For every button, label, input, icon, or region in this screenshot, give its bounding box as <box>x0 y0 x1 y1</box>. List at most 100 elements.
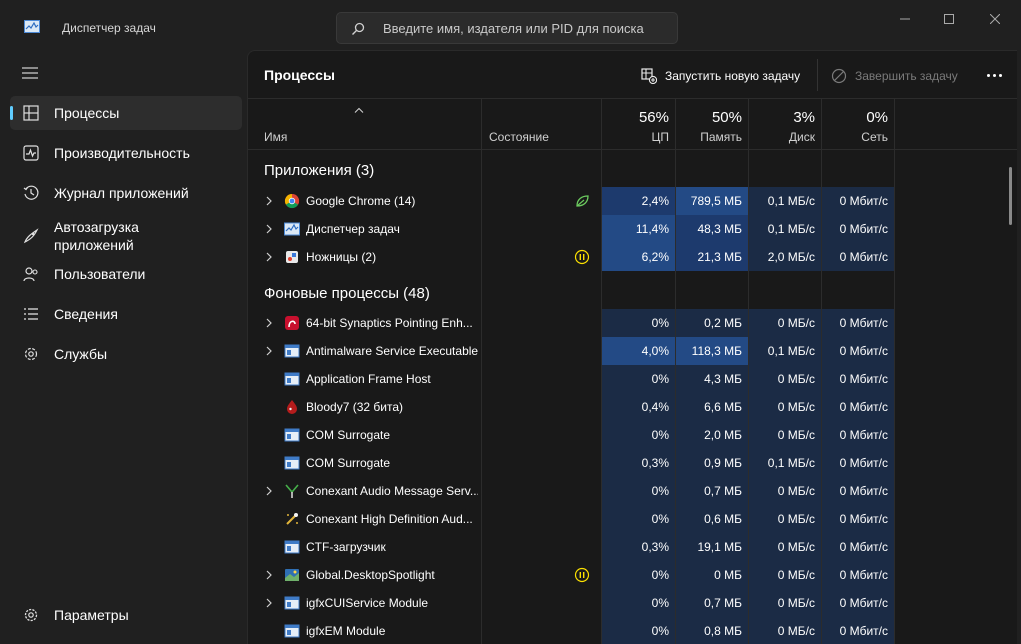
spotlight-icon <box>285 569 299 581</box>
efficiency-mode-icon <box>576 195 589 207</box>
close-icon <box>990 14 1000 24</box>
sidebar-item-processes[interactable]: Процессы <box>10 96 242 130</box>
chevron-right-icon[interactable] <box>265 252 273 262</box>
run-new-task-button[interactable]: Запустить новую задачу <box>641 64 800 88</box>
service-window-icon <box>284 596 300 610</box>
network-value: 0 Мбит/с <box>822 421 894 449</box>
sidebar-item-users[interactable]: Пользователи <box>10 257 242 291</box>
process-name: COM Surrogate <box>306 456 391 470</box>
task-manager-app-icon <box>24 20 40 33</box>
synaptics-icon <box>285 316 299 330</box>
chevron-right-icon[interactable] <box>265 318 273 328</box>
cpu-value: 0% <box>602 589 675 617</box>
table-row[interactable]: Bloody7 (32 бита) 0,4% 6,6 МБ 0 МБ/с 0 Мбит/… <box>248 393 1017 421</box>
memory-value: 0,6 МБ <box>676 505 748 533</box>
search-input[interactable]: Введите имя, издателя или PID для поиска <box>336 12 678 44</box>
app-history-icon <box>23 185 39 200</box>
memory-value: 789,5 МБ <box>676 187 748 215</box>
minimize-button[interactable] <box>882 6 928 32</box>
table-row[interactable]: Global.DesktopSpotlight 0% 0 МБ 0 МБ/с 0 Мби… <box>248 561 1017 589</box>
disk-value: 0 МБ/с <box>749 561 821 589</box>
table-row[interactable]: CTF-загрузчик 0,3% 19,1 МБ 0 МБ/с 0 Мбит/с <box>248 533 1017 561</box>
end-task-button[interactable]: Завершить задачу <box>831 64 958 88</box>
maximize-icon <box>944 14 954 24</box>
cpu-value: 0% <box>602 617 675 644</box>
hamburger-menu-icon[interactable] <box>22 66 38 80</box>
table-row[interactable]: COM Surrogate 0,3% 0,9 МБ 0,1 МБ/с 0 Мбит/с <box>248 449 1017 477</box>
network-value: 0 Мбит/с <box>822 449 894 477</box>
table-row[interactable]: Antimalware Service Executable 4,0% 118,3 … <box>248 337 1017 365</box>
table-row[interactable]: Ножницы (2) 6,2% 21,3 МБ 2,0 МБ/с 0 Мбит/с <box>248 243 1017 271</box>
task-manager-icon <box>284 222 300 236</box>
chevron-right-icon[interactable] <box>265 224 273 234</box>
process-name: Antimalware Service Executable <box>306 344 478 358</box>
minimize-icon <box>900 18 910 20</box>
table-row[interactable]: igfxCUIService Module 0% 0,7 МБ 0 МБ/с 0 Мби… <box>248 589 1017 617</box>
table-row[interactable]: Conexant High Definition Aud... 0% 0,6 МБ 0… <box>248 505 1017 533</box>
disk-value: 0 МБ/с <box>749 505 821 533</box>
disk-value: 0 МБ/с <box>749 589 821 617</box>
network-value: 0 Мбит/с <box>822 561 894 589</box>
network-value: 0 Мбит/с <box>822 393 894 421</box>
sidebar: Процессы Производительность Журнал прило… <box>0 50 247 644</box>
disk-value: 0,1 МБ/с <box>749 449 821 477</box>
memory-total-pct: 50% <box>711 109 742 126</box>
chevron-right-icon[interactable] <box>265 598 273 608</box>
column-header-status[interactable]: Состояние <box>489 130 549 144</box>
sidebar-item-settings[interactable]: Параметры <box>10 598 242 632</box>
memory-value: 0,2 МБ <box>676 309 748 337</box>
process-name: Ножницы (2) <box>306 250 377 264</box>
more-options-button[interactable] <box>982 65 1006 85</box>
process-name: igfxCUIService Module <box>306 596 429 610</box>
table-row[interactable]: igfxEM Module 0% 0,8 МБ 0 МБ/с 0 Мбит/с <box>248 617 1017 644</box>
chevron-right-icon[interactable] <box>265 486 273 496</box>
table-row[interactable]: COM Surrogate 0% 2,0 МБ 0 МБ/с 0 Мбит/с <box>248 421 1017 449</box>
suspended-icon <box>574 249 590 265</box>
table-row[interactable]: Conexant Audio Message Serv... 0% 0,7 МБ 0 … <box>248 477 1017 505</box>
sidebar-item-app-history[interactable]: Журнал приложений <box>10 176 242 210</box>
table-row[interactable]: 64-bit Synaptics Pointing Enh... 0% 0,2 МБ… <box>248 309 1017 337</box>
network-value: 0 Мбит/с <box>822 365 894 393</box>
sidebar-item-label: Журнал приложений <box>54 185 189 201</box>
sidebar-item-performance[interactable]: Производительность <box>10 136 242 170</box>
snipping-tool-icon <box>286 251 298 263</box>
table-row[interactable]: Application Frame Host 0% 4,3 МБ 0 МБ/с 0 Мб… <box>248 365 1017 393</box>
network-value: 0 Мбит/с <box>822 243 894 271</box>
memory-value: 0 МБ <box>676 561 748 589</box>
network-value: 0 Мбит/с <box>822 589 894 617</box>
service-window-icon <box>284 372 300 386</box>
sort-ascending-icon[interactable] <box>354 107 364 113</box>
sidebar-item-label: Производительность <box>54 145 190 161</box>
disk-value: 0 МБ/с <box>749 617 821 644</box>
disk-total-pct: 3% <box>793 109 815 126</box>
chevron-right-icon[interactable] <box>265 570 273 580</box>
close-button[interactable] <box>972 6 1018 32</box>
vertical-scrollbar[interactable] <box>1009 167 1012 225</box>
sidebar-item-startup-apps[interactable]: Автозагрузка приложений <box>10 216 242 256</box>
process-name: Conexant Audio Message Serv... <box>306 484 478 498</box>
table-row[interactable]: Google Chrome (14) 2,4% 789,5 МБ 0,1 МБ/с 0 … <box>248 187 1017 215</box>
cpu-total-pct: 56% <box>638 109 669 126</box>
memory-value: 48,3 МБ <box>676 215 748 243</box>
end-task-label: Завершить задачу <box>855 69 958 83</box>
chevron-right-icon[interactable] <box>265 346 273 356</box>
cpu-value: 0% <box>602 477 675 505</box>
chevron-right-icon[interactable] <box>265 196 273 206</box>
network-total-pct: 0% <box>866 109 888 126</box>
new-task-icon <box>641 68 657 84</box>
window-title: Диспетчер задач <box>62 21 156 35</box>
processes-icon <box>23 105 39 121</box>
memory-value: 21,3 МБ <box>676 243 748 271</box>
column-header-name[interactable]: Имя <box>264 130 288 144</box>
table-row[interactable]: Диспетчер задач 11,4% 48,3 МБ 0,1 МБ/с 0 Мби… <box>248 215 1017 243</box>
maximize-button[interactable] <box>926 6 972 32</box>
cpu-value: 0% <box>602 505 675 533</box>
conexant-hd-icon <box>286 513 298 525</box>
process-name: Google Chrome (14) <box>306 194 416 208</box>
services-icon <box>24 347 38 361</box>
sidebar-item-details[interactable]: Сведения <box>10 297 242 331</box>
gear-icon <box>24 608 38 622</box>
cpu-value: 0,3% <box>602 533 675 561</box>
sidebar-item-services[interactable]: Службы <box>10 337 242 371</box>
run-new-task-label: Запустить новую задачу <box>665 69 801 83</box>
